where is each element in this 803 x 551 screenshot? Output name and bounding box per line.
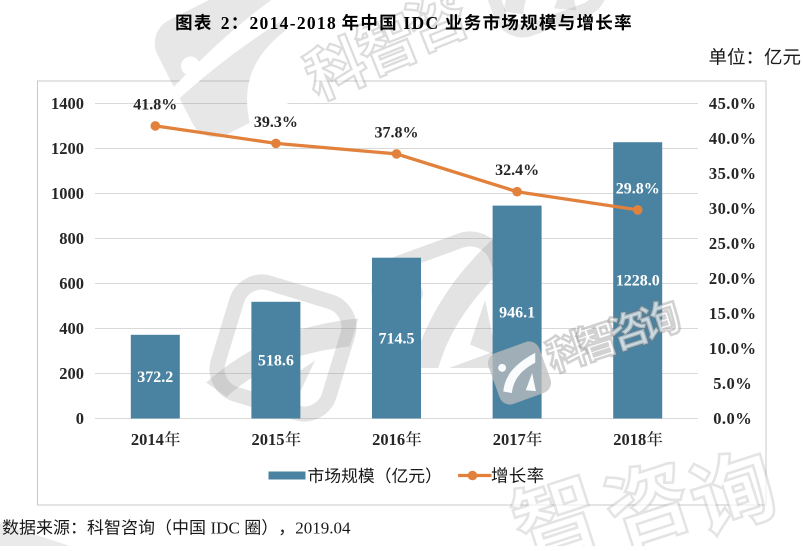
svg-text:600: 600 xyxy=(59,274,84,293)
svg-text:37.8%: 37.8% xyxy=(375,124,419,141)
svg-text:0: 0 xyxy=(76,409,84,428)
svg-text:2014-2018: 2014-2018 xyxy=(250,13,338,33)
svg-text:1228.0: 1228.0 xyxy=(616,273,660,290)
svg-text:372.2: 372.2 xyxy=(137,369,173,386)
svg-text:45.0%: 45.0% xyxy=(709,94,757,113)
svg-text:200: 200 xyxy=(59,364,84,383)
svg-text:2017: 2017 xyxy=(493,430,526,449)
svg-text:20.0%: 20.0% xyxy=(709,269,757,288)
svg-text:518.6: 518.6 xyxy=(258,353,294,370)
svg-text:2014: 2014 xyxy=(131,430,164,449)
svg-text:2: 2 xyxy=(221,13,231,33)
svg-text:35.0%: 35.0% xyxy=(709,164,757,183)
svg-text:2018: 2018 xyxy=(613,430,646,449)
svg-text:1000: 1000 xyxy=(51,184,84,203)
svg-text:400: 400 xyxy=(59,319,84,338)
svg-text:39.3%: 39.3% xyxy=(254,114,298,131)
svg-text:32.4%: 32.4% xyxy=(495,162,539,179)
svg-text:IDC: IDC xyxy=(403,13,439,33)
svg-text:2016: 2016 xyxy=(372,430,405,449)
svg-text:29.8%: 29.8% xyxy=(616,180,660,197)
svg-text:2019.04: 2019.04 xyxy=(295,519,351,538)
svg-text:40.0%: 40.0% xyxy=(709,129,757,148)
svg-text:2015: 2015 xyxy=(252,430,285,449)
svg-text:0.0%: 0.0% xyxy=(713,409,752,428)
svg-text:30.0%: 30.0% xyxy=(709,199,757,218)
svg-text:5.0%: 5.0% xyxy=(713,374,752,393)
svg-text:946.1: 946.1 xyxy=(499,304,535,321)
svg-text:41.8%: 41.8% xyxy=(133,96,177,113)
svg-text:10.0%: 10.0% xyxy=(709,339,757,358)
svg-text:1200: 1200 xyxy=(51,139,84,158)
svg-text:800: 800 xyxy=(59,229,84,248)
svg-text:IDC: IDC xyxy=(211,519,240,538)
svg-text:15.0%: 15.0% xyxy=(709,304,757,323)
svg-text:1400: 1400 xyxy=(51,94,84,113)
svg-text:714.5: 714.5 xyxy=(379,330,415,347)
svg-text:25.0%: 25.0% xyxy=(709,234,757,253)
